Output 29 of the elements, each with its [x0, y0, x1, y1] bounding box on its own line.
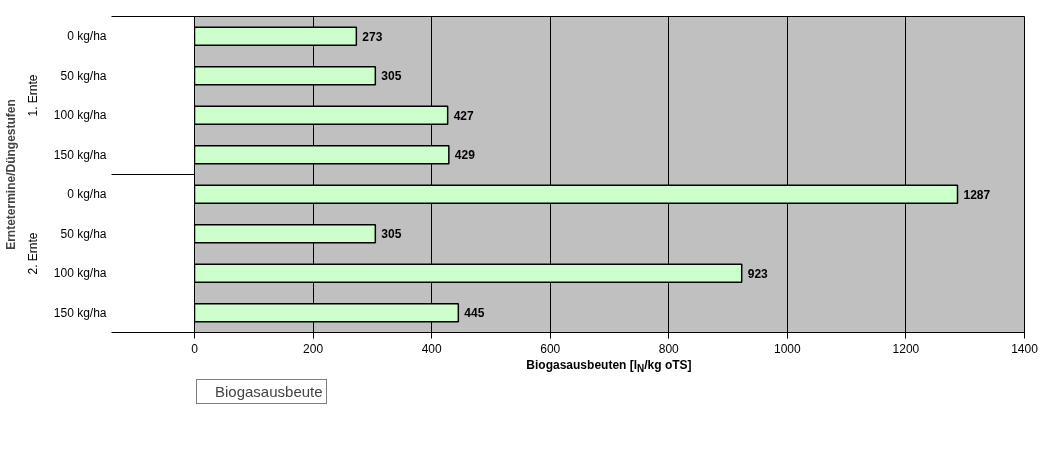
x-tick-label: 1200: [892, 341, 920, 356]
y-tick-label: 0 kg/ha: [67, 187, 107, 202]
data-label: 1287: [963, 187, 991, 202]
data-label: 427: [453, 108, 474, 123]
y-axis-title: Erntetermine/Düngestufen: [3, 99, 18, 250]
data-label: 305: [381, 69, 402, 84]
y-tick-label: 0 kg/ha: [67, 29, 107, 44]
data-label: 429: [454, 148, 476, 163]
x-tick-label: 400: [421, 341, 442, 356]
data-label: 305: [381, 227, 402, 242]
text: 2. Ernte: [25, 232, 40, 275]
text: 1. Ernte: [25, 74, 40, 117]
x-tick-label: 0: [191, 341, 199, 356]
y-tick-label: 100 kg/ha: [53, 266, 107, 281]
y-tick-label: 50 kg/ha: [60, 68, 107, 83]
data-label: 445: [464, 306, 485, 321]
data-label: 923: [747, 266, 769, 281]
x-tick-label: 800: [658, 341, 680, 356]
y-tick-label: 150 kg/ha: [53, 305, 107, 320]
x-tick-label: 1000: [774, 341, 802, 356]
x-tick-label: 600: [540, 341, 561, 356]
data-label: 273: [362, 29, 383, 44]
x-tick-label: 200: [303, 341, 324, 356]
y-tick-label: 50 kg/ha: [60, 226, 107, 241]
text: Biogasausbeute: [215, 382, 323, 400]
x-axis-title: Biogasausbeuten [l$_{N}$/kg oTS]: [526, 357, 692, 377]
x-tick-label: 1400: [1011, 341, 1039, 356]
y-tick-label: 150 kg/ha: [53, 147, 107, 162]
y-tick-label: 100 kg/ha: [53, 108, 107, 123]
